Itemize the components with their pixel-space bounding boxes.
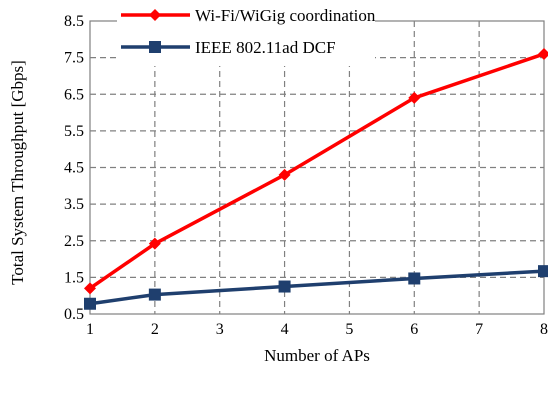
y-tick-label: 1.5 (64, 269, 84, 286)
y-axis-ticks: 0.5 1.5 2.5 3.5 4.5 5.5 6.5 7.5 8.5 (64, 13, 84, 323)
x-axis-title: Number of APs (264, 346, 370, 365)
y-tick-label: 8.5 (64, 13, 84, 30)
x-tick-label: 7 (475, 321, 483, 338)
legend: Wi-Fi/WiGig coordination IEEE 802.11ad DC… (117, 0, 376, 66)
y-tick-label: 4.5 (64, 160, 84, 177)
series-2 (84, 265, 548, 310)
y-tick-label: 0.5 (64, 306, 84, 323)
legend-label: Wi-Fi/WiGig coordination (195, 6, 376, 25)
x-tick-label: 5 (345, 321, 353, 338)
x-tick-label: 6 (410, 321, 418, 338)
data-point (148, 288, 161, 301)
data-point (538, 265, 548, 278)
y-tick-label: 5.5 (64, 123, 84, 140)
series (84, 47, 548, 310)
y-tick-label: 3.5 (64, 196, 84, 213)
legend-marker (149, 41, 161, 53)
data-point (408, 272, 421, 285)
y-tick-label: 6.5 (64, 86, 84, 103)
data-point (538, 47, 548, 60)
x-tick-label: 4 (281, 321, 289, 338)
legend-entry: Wi-Fi/WiGig coordination (121, 6, 376, 25)
x-axis-ticks: 1 2 3 4 5 6 7 8 (86, 321, 548, 338)
data-point (278, 280, 291, 293)
data-point (148, 237, 161, 250)
series-line (89, 52, 545, 290)
data-point (84, 297, 96, 310)
x-tick-label: 3 (216, 321, 224, 338)
y-axis-title: Total System Throughput [Gbps] (8, 60, 27, 285)
legend-label: IEEE 802.11ad DCF (195, 38, 336, 57)
x-tick-label: 1 (86, 321, 94, 338)
y-tick-label: 2.5 (64, 233, 84, 250)
x-tick-label: 8 (540, 321, 548, 338)
series-1 (84, 47, 548, 295)
x-tick-label: 2 (151, 321, 159, 338)
data-point (408, 91, 421, 104)
legend-entry: IEEE 802.11ad DCF (121, 38, 336, 57)
legend-background (117, 0, 375, 66)
data-point (84, 282, 96, 295)
legend-marker (149, 9, 161, 21)
y-tick-label: 7.5 (64, 50, 84, 67)
data-point (278, 168, 291, 181)
